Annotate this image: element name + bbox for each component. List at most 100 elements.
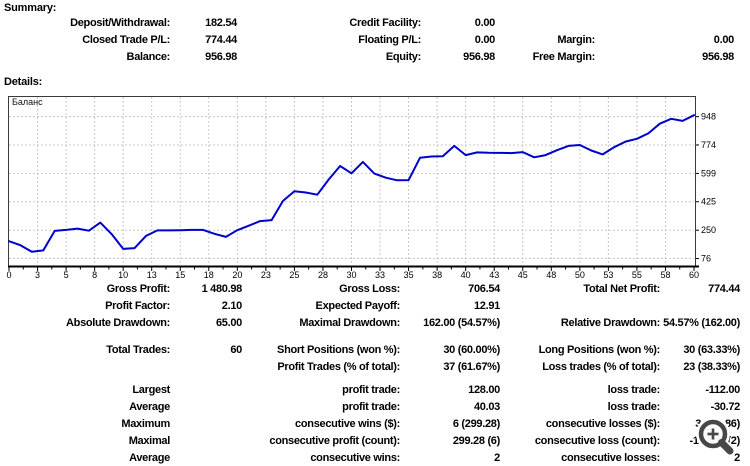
svg-text:5: 5 [64,270,69,280]
stat-label: Largest [132,383,170,396]
stat-label: Profit Factor: [105,299,170,312]
stat-label: Profit Trades (% of total): [277,360,400,373]
stat-label: Gross Loss: [339,282,400,295]
stat-row: Average profit trade: 40.03 loss trade: -30.… [5,398,740,415]
stat-value: 2 [494,451,500,464]
stat-label: Expected Payoff: [315,299,401,312]
stat-value: 37 (61.67%) [443,360,500,373]
svg-text:20: 20 [232,270,242,280]
svg-text:8: 8 [92,270,97,280]
balance-chart: 948 774 599 425 250 76 0 3 5 8 10 13 15 18 20 23 25 28 30 3… [0,88,750,283]
svg-text:948: 948 [701,112,716,122]
stat-row: Largest profit trade: 128.00 loss trade: -11… [5,381,740,398]
stat-value: 162.00 (54.57%) [423,316,500,329]
svg-text:15: 15 [175,270,185,280]
stat-row: Profit Factor: 2.10 Expected Payoff: 12.91 [5,297,740,314]
summary-label: Margin: [557,33,595,46]
stat-label: consecutive wins ($): [295,417,400,430]
stat-label: consecutive losses: [561,451,660,464]
stat-value: 60 [230,343,242,356]
summary-value: 774.44 [205,33,237,46]
stat-label: loss trade: [607,383,661,396]
stat-value: 774.44 [708,282,740,295]
chart-legend-label: Баланс [12,97,43,107]
stat-label: profit trade: [342,400,400,413]
stat-label: Total Trades: [106,343,170,356]
summary-value: 956.98 [702,50,734,63]
svg-text:50: 50 [575,270,585,280]
svg-text:58: 58 [660,270,670,280]
svg-text:3: 3 [35,270,40,280]
stat-label: Average [129,451,170,464]
stat-row: Total Trades: 60 Short Positions (won %): 3… [5,341,740,358]
stat-label: Loss trades (% of total): [542,360,660,373]
stat-value: 706.54 [468,282,500,295]
stat-value: 2 [734,451,740,464]
summary-label: Credit Facility: [349,16,421,29]
stat-row: Maximal consecutive profit (count): 299.28… [5,432,741,449]
svg-text:38: 38 [432,270,442,280]
svg-text:23: 23 [261,270,271,280]
svg-text:774: 774 [701,140,716,150]
svg-text:250: 250 [701,225,716,235]
summary-row: Balance: 956.98 Equity: 956.98 Free Margin: 9… [5,48,735,65]
stat-value: 12.91 [473,299,500,312]
stat-label: consecutive loss (count): [534,434,660,447]
svg-text:76: 76 [701,254,711,264]
summary-row: Closed Trade P/L: 774.44 Floating P/L: 0.00… [5,31,734,48]
svg-text:45: 45 [518,270,528,280]
summary-label: Deposit/Withdrawal: [70,16,170,29]
stats-group: Largest profit trade: 128.00 loss trade: -11… [5,381,740,466]
stat-label: profit trade: [342,383,400,396]
summary-label: Balance: [126,50,171,63]
svg-text:25: 25 [289,270,299,280]
zoom-in-cursor-icon [696,417,736,457]
svg-text:599: 599 [701,168,716,178]
svg-text:425: 425 [701,197,716,207]
svg-text:13: 13 [147,270,157,280]
stat-row: Maximum consecutive wins ($): 6 (299.28) co… [5,415,740,432]
svg-text:10: 10 [118,270,128,280]
summary-value: 0.00 [713,33,735,46]
stat-label: Absolute Drawdown: [66,316,170,329]
summary-label: Floating P/L: [358,33,421,46]
stat-value: 30 (63.33%) [683,343,740,356]
stat-label: consecutive losses ($): [545,417,660,430]
stat-value: 6 (299.28) [452,417,500,430]
stat-value: 23 (38.33%) [683,360,740,373]
summary-label: Free Margin: [532,50,596,63]
summary-label: Closed Trade P/L: [82,33,170,46]
stat-row: Absolute Drawdown: 65.00 Maximal Drawdown:… [5,314,740,331]
summary-table: Deposit/Withdrawal: 182.54 Credit Facility… [5,14,734,65]
stat-value: -30.72 [710,400,741,413]
stat-label: Total Net Profit: [583,282,660,295]
svg-text:30: 30 [346,270,356,280]
stat-label: Maximal [128,434,171,447]
summary-label: Equity: [385,50,421,63]
svg-text:33: 33 [375,270,385,280]
summary-value: 182.54 [205,16,237,29]
stat-row: Profit Trades (% of total): 37 (61.67%) Lo… [5,358,740,375]
stat-value: 65.00 [215,316,242,329]
stat-value: 2.10 [221,299,243,312]
svg-text:48: 48 [546,270,556,280]
summary-value: 956.98 [463,50,495,63]
stat-value: -112.00 [705,383,740,396]
svg-text:43: 43 [489,270,499,280]
svg-text:18: 18 [204,270,214,280]
stat-label: Relative Drawdown: [560,316,660,329]
stat-label: Gross Profit: [106,282,171,295]
svg-text:55: 55 [632,270,642,280]
svg-text:40: 40 [461,270,471,280]
stat-value: 40.03 [473,400,500,413]
svg-text:53: 53 [603,270,613,280]
stats-group: Gross Profit: 1 480.98 Gross Loss: 706.54 To… [5,280,740,331]
stat-label: Average [129,400,170,413]
stat-label: Short Positions (won %): [277,343,400,356]
stat-value: 30 (60.00%) [443,343,500,356]
stat-value: 299.28 (6) [452,434,500,447]
stat-label: Maximal Drawdown: [299,316,400,329]
stat-label: Long Positions (won %): [538,343,661,356]
